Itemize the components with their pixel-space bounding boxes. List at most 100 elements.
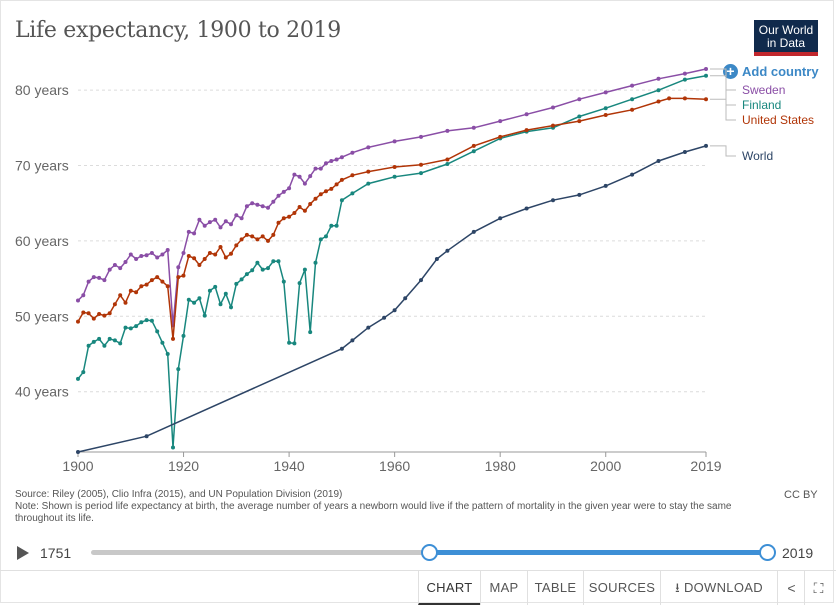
data-point-finland xyxy=(171,445,175,450)
data-point-finland xyxy=(276,259,281,264)
data-point-finland xyxy=(419,171,423,176)
data-point-sweden xyxy=(218,225,223,230)
data-point-united-states xyxy=(292,211,297,215)
data-point-finland xyxy=(292,341,297,346)
data-point-united-states xyxy=(498,134,503,139)
data-point-united-states xyxy=(118,293,123,298)
y-tick-label: 70 years xyxy=(15,158,69,174)
data-point-finland xyxy=(202,313,207,318)
timeline-end-handle[interactable] xyxy=(759,544,776,561)
data-point-united-states xyxy=(334,182,339,187)
data-point-united-states xyxy=(260,234,265,239)
play-icon[interactable] xyxy=(17,546,29,560)
data-point-united-states xyxy=(218,245,223,249)
data-point-finland xyxy=(287,340,292,345)
x-tick-label: 1900 xyxy=(62,458,93,474)
tab-table[interactable]: TABLE xyxy=(527,571,583,605)
data-point-sweden xyxy=(165,248,170,252)
data-point-sweden xyxy=(603,90,608,95)
series-label-world[interactable]: World xyxy=(742,149,773,163)
data-point-united-states xyxy=(266,238,270,243)
data-point-world xyxy=(350,338,355,343)
data-point-sweden xyxy=(281,189,286,194)
data-point-united-states xyxy=(704,97,708,102)
data-point-united-states xyxy=(81,310,86,315)
data-point-sweden xyxy=(287,186,292,191)
add-country-button[interactable]: + Add country xyxy=(723,64,819,79)
data-point-world xyxy=(471,229,476,234)
data-point-world xyxy=(630,172,635,177)
data-point-united-states xyxy=(134,290,139,295)
data-point-sweden xyxy=(155,255,160,260)
label-connector xyxy=(710,145,736,157)
data-point-united-states xyxy=(91,316,96,321)
data-point-sweden xyxy=(271,199,276,204)
tab-map[interactable]: MAP xyxy=(480,571,527,605)
data-point-finland xyxy=(239,277,244,282)
data-point-finland xyxy=(139,320,144,325)
data-point-finland xyxy=(266,266,270,271)
data-point-sweden xyxy=(318,166,323,171)
data-point-finland xyxy=(313,260,318,265)
data-point-sweden xyxy=(181,251,186,255)
logo-line-2: in Data xyxy=(766,36,806,50)
tab-download[interactable]: ⭳ DOWNLOAD xyxy=(660,571,777,605)
owid-logo[interactable]: Our World in Data xyxy=(754,20,818,56)
data-point-world xyxy=(144,434,149,439)
data-point-sweden xyxy=(229,222,233,227)
data-point-world xyxy=(76,450,80,454)
license-link[interactable]: CC BY xyxy=(784,489,818,501)
data-point-united-states xyxy=(171,336,175,341)
data-point-finland xyxy=(334,223,339,228)
tab-sources[interactable]: SOURCES xyxy=(583,571,660,605)
data-point-world xyxy=(419,278,423,283)
data-point-finland xyxy=(471,149,476,154)
data-point-finland xyxy=(176,367,181,372)
data-point-united-states xyxy=(223,255,228,260)
data-point-united-states xyxy=(682,96,687,101)
data-point-united-states xyxy=(186,254,191,258)
data-point-united-states xyxy=(144,282,149,287)
series-label-finland[interactable]: Finland xyxy=(742,98,781,112)
data-point-finland xyxy=(128,326,133,331)
source-text: Source: Riley (2005), Clio Infra (2015),… xyxy=(15,489,343,500)
label-connector xyxy=(710,98,736,121)
data-point-united-states xyxy=(160,279,165,284)
data-point-finland xyxy=(271,259,276,264)
data-point-world xyxy=(551,198,555,203)
data-point-united-states xyxy=(297,205,302,209)
series-line-world[interactable] xyxy=(77,145,707,453)
data-point-sweden xyxy=(350,150,355,155)
data-point-finland xyxy=(123,325,128,330)
data-point-united-states xyxy=(76,319,80,324)
data-point-united-states xyxy=(139,284,144,289)
fullscreen-icon[interactable]: ⛶ xyxy=(804,571,832,605)
data-point-sweden xyxy=(186,229,191,234)
data-point-finland xyxy=(81,370,86,375)
timeline-end-label: 2019 xyxy=(782,545,814,561)
data-point-united-states xyxy=(350,173,355,178)
data-point-united-states xyxy=(630,107,635,112)
data-point-finland xyxy=(213,284,218,289)
data-point-united-states xyxy=(97,312,102,316)
data-point-world xyxy=(445,248,450,253)
data-point-sweden xyxy=(134,257,139,261)
series-line-sweden[interactable] xyxy=(77,68,707,326)
series-label-united-states[interactable]: United States xyxy=(742,113,814,127)
download-icon: ⭳ xyxy=(675,580,680,595)
x-axis: 1900 1920 1940 1960 1980 2000 2019 xyxy=(62,451,722,474)
data-point-world xyxy=(392,308,397,313)
share-icon[interactable]: < xyxy=(777,571,805,605)
timeline-start-handle[interactable] xyxy=(421,544,438,561)
data-point-united-states xyxy=(308,202,313,206)
data-point-sweden xyxy=(392,139,397,144)
series-line-united-states[interactable] xyxy=(77,97,707,339)
series-label-sweden[interactable]: Sweden xyxy=(742,83,785,97)
data-point-sweden xyxy=(419,134,423,139)
data-point-finland xyxy=(656,88,661,93)
tab-chart[interactable]: CHART xyxy=(418,571,480,605)
data-point-sweden xyxy=(112,263,117,267)
data-point-united-states xyxy=(176,275,181,280)
